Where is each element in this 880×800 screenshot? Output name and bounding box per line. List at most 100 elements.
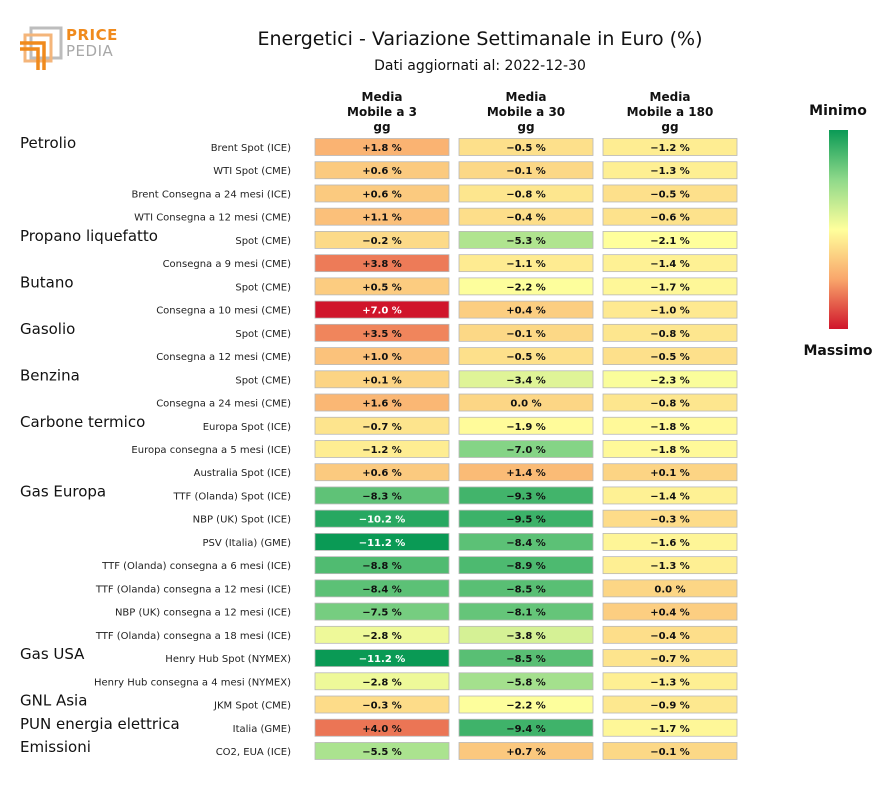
column-header-1: Mobile a 3	[347, 105, 417, 119]
heatmap-cell	[602, 184, 738, 203]
cell-value-label: −1.4 %	[650, 259, 690, 270]
heatmap-cell	[314, 649, 450, 667]
heatmap-cell	[314, 440, 450, 458]
row-label: Consegna a 12 mesi (CME)	[156, 352, 291, 363]
heatmap-cell	[602, 463, 738, 482]
row-label: Europa Spot (ICE)	[203, 422, 291, 433]
column-header-3: Mobile a 180	[627, 105, 714, 119]
cell-value-label: −1.3 %	[650, 677, 690, 688]
cell-value-label: −11.2 %	[359, 538, 406, 549]
row-label: WTI Consegna a 12 mesi (CME)	[134, 213, 291, 224]
column-header-3: Media	[650, 90, 691, 104]
cell-value-label: −1.6 %	[650, 538, 690, 549]
heatmap-cell	[314, 486, 450, 505]
heatmap-cell	[458, 463, 594, 482]
cell-value-label: +4.0 %	[362, 724, 402, 735]
heatmap-cell	[602, 625, 738, 644]
heatmap-cell	[458, 416, 594, 435]
heatmap-cell	[602, 277, 738, 296]
cell-value-label: −1.8 %	[650, 422, 690, 433]
logo-text-pedia: PEDIA	[66, 42, 114, 60]
cell-value-label: −8.5 %	[506, 584, 546, 595]
cell-value-label: −0.4 %	[506, 213, 546, 224]
heatmap-cell	[458, 347, 594, 365]
group-label: Gasolio	[20, 320, 75, 338]
heatmap-cell	[458, 579, 594, 598]
row-label: WTI Spot (CME)	[213, 166, 291, 177]
cell-value-label: −0.5 %	[506, 143, 546, 154]
cell-value-label: −2.8 %	[362, 631, 402, 642]
row-label: Brent Consegna a 24 mesi (ICE)	[132, 189, 292, 200]
cell-value-label: −0.1 %	[506, 166, 546, 177]
cell-value-label: −0.7 %	[362, 422, 402, 433]
heatmap-cell	[314, 347, 450, 365]
cell-value-label: −1.8 %	[650, 445, 690, 456]
cell-value-label: −1.7 %	[650, 282, 690, 293]
cell-value-label: −0.3 %	[650, 515, 690, 526]
heatmap-cell	[458, 254, 594, 273]
column-header-2: Media	[506, 90, 547, 104]
group-label: Gas USA	[20, 645, 85, 663]
heatmap-cell	[602, 486, 738, 505]
cell-value-label: +0.1 %	[650, 468, 690, 479]
heatmap-cell	[602, 254, 738, 273]
cell-value-label: 0.0 %	[510, 399, 541, 410]
heatmap-cell	[458, 556, 594, 575]
heatmap-cell	[314, 323, 450, 342]
row-label: PSV (Italia) (GME)	[202, 538, 291, 549]
heatmap-cell	[602, 138, 738, 156]
cell-value-label: +0.6 %	[362, 189, 402, 200]
heatmap-cell	[602, 649, 738, 667]
cell-value-label: −8.4 %	[506, 538, 546, 549]
cell-value-label: −8.4 %	[362, 584, 402, 595]
cell-value-label: −2.2 %	[506, 282, 546, 293]
cell-value-label: −1.2 %	[362, 445, 402, 456]
chart-title: Energetici - Variazione Settimanale in E…	[257, 28, 702, 50]
row-label: Spot (CME)	[235, 282, 291, 293]
heatmap-cell	[314, 533, 450, 551]
cell-value-label: −2.8 %	[362, 677, 402, 688]
cell-value-label: +0.1 %	[362, 375, 402, 386]
row-label: Europa consegna a 5 mesi (ICE)	[131, 445, 291, 456]
heatmap-cell	[602, 509, 738, 528]
group-label: Butano	[20, 273, 74, 291]
heatmap-cell	[314, 300, 450, 319]
heatmap-cell	[458, 300, 594, 319]
cell-value-label: +3.5 %	[362, 329, 402, 340]
heatmap-cell	[458, 277, 594, 296]
cell-value-label: −0.6 %	[650, 213, 690, 224]
cell-value-label: −7.5 %	[362, 608, 402, 619]
cell-value-label: +0.4 %	[650, 608, 690, 619]
row-label: Consegna a 24 mesi (CME)	[156, 399, 291, 410]
cell-value-label: −0.5 %	[650, 352, 690, 363]
cell-value-label: −1.3 %	[650, 561, 690, 572]
group-label: GNL Asia	[20, 692, 87, 710]
heatmap-cell	[602, 695, 738, 714]
heatmap-cell	[314, 254, 450, 273]
group-label: Gas Europa	[20, 482, 106, 500]
heatmap-cell	[458, 602, 594, 621]
row-label: Italia (GME)	[233, 724, 291, 735]
heatmap-cell	[602, 718, 738, 737]
cell-value-label: +1.6 %	[362, 399, 402, 410]
row-label: TTF (Olanda) consegna a 6 mesi (ICE)	[101, 561, 291, 572]
cell-value-label: −0.8 %	[506, 189, 546, 200]
group-label: Carbone termico	[20, 413, 145, 431]
heatmap-cell	[314, 277, 450, 296]
cell-value-label: −1.0 %	[650, 306, 690, 317]
cell-value-label: −2.1 %	[650, 236, 690, 247]
cell-value-label: −0.1 %	[650, 747, 690, 758]
cell-value-label: −3.8 %	[506, 631, 546, 642]
cell-value-label: +0.4 %	[506, 306, 546, 317]
row-label: Brent Spot (ICE)	[211, 143, 291, 154]
cell-value-label: +1.4 %	[506, 468, 546, 479]
row-label: NBP (UK) consegna a 12 mesi (ICE)	[115, 608, 291, 619]
heatmap-cell	[458, 649, 594, 667]
heatmap-cell	[458, 718, 594, 737]
group-label: Benzina	[20, 366, 80, 384]
row-label: TTF (Olanda) consegna a 12 mesi (ICE)	[95, 584, 291, 595]
cell-value-label: +1.8 %	[362, 143, 402, 154]
heatmap-cell	[602, 161, 738, 180]
cell-value-label: +7.0 %	[362, 306, 402, 317]
